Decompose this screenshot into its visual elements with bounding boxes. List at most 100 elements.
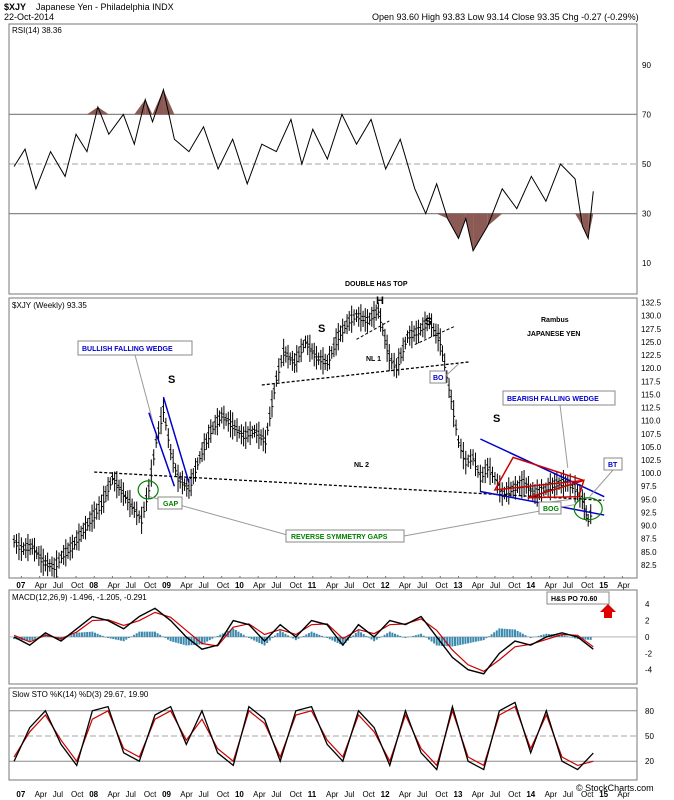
macd-histogram-bar	[260, 636, 263, 645]
macd-histogram-bar	[83, 632, 86, 637]
macd-histogram-bar	[232, 628, 235, 637]
macd-histogram-bar	[86, 631, 89, 637]
rsi-oversold-fill	[436, 213, 448, 219]
macd-histogram-bar	[130, 636, 133, 637]
macd-histogram-bar	[469, 636, 472, 643]
macd-histogram-bar	[508, 629, 511, 637]
macd-histogram-bar	[240, 633, 243, 637]
sto-x-tick-label: Jul	[199, 790, 209, 799]
macd-tick-label: 4	[645, 600, 650, 609]
sto-x-tick-label: Apr	[326, 790, 339, 799]
up-arrow-icon	[600, 604, 616, 618]
macd-histogram-bar	[127, 636, 130, 639]
macd-histogram-bar	[229, 629, 232, 637]
macd-histogram-bar	[174, 636, 177, 643]
nl1-label: NL 1	[366, 356, 381, 363]
sto-x-tick-label: Oct	[508, 790, 521, 799]
price-x-tick-label: Apr	[399, 581, 412, 590]
sto-tick-label: 80	[645, 707, 654, 716]
macd-histogram-bar	[159, 634, 162, 637]
bo-label: BO	[433, 375, 444, 382]
price-x-tick-label: Apr	[253, 581, 266, 590]
macd-histogram-bar	[193, 636, 196, 645]
macd-histogram-bar	[521, 633, 524, 637]
macd-histogram-bar	[495, 630, 498, 637]
macd-histogram-bar	[336, 636, 339, 643]
price-x-tick-label: Apr	[545, 581, 558, 590]
chart-marks: 10 30 50 70 90 82.5 85.0 87.5 90.0 92.5 95.0 97.5 10…	[9, 61, 662, 799]
price-x-tick-label: Jul	[417, 581, 427, 590]
sto-k-line	[13, 701, 594, 771]
macd-histogram-bar	[273, 635, 276, 637]
sto-x-tick-label: Apr	[35, 790, 48, 799]
macd-histogram-bar	[281, 632, 284, 637]
macd-histogram-bar	[167, 636, 170, 640]
macd-histogram-bar	[36, 636, 39, 638]
macd-histogram-bar	[420, 633, 423, 637]
bearish-wedge-upper	[480, 438, 605, 498]
macd-histogram-bar	[461, 636, 464, 645]
rsi-overbought-fill	[152, 89, 164, 115]
sto-x-tick-label: 12	[381, 790, 390, 799]
macd-histogram-bar	[349, 636, 352, 639]
macd-histogram-bar	[401, 636, 404, 638]
red-triangle-1	[493, 456, 585, 491]
macd-histogram-bar	[482, 636, 485, 641]
macd-histogram-bar	[477, 636, 480, 642]
macd-histogram-bar	[234, 630, 237, 637]
macd-histogram-bar	[294, 636, 297, 641]
price-tick-label: 130.0	[641, 312, 662, 321]
gap-label: GAP	[163, 501, 179, 508]
sto-x-tick-label: Oct	[217, 790, 230, 799]
macd-tick-label: -2	[645, 649, 653, 658]
price-x-tick-label: Apr	[326, 581, 339, 590]
price-x-tick-label: Apr	[472, 581, 485, 590]
sto-x-tick-label: Jul	[126, 790, 136, 799]
sto-x-tick-label: Jul	[417, 790, 427, 799]
sto-x-tick-label: 09	[162, 790, 171, 799]
macd-histogram-bar	[524, 635, 527, 637]
yen-label: JAPANESE YEN	[527, 331, 580, 338]
macd-histogram-bar	[305, 634, 308, 637]
macd-tick-label: 2	[645, 617, 650, 626]
price-tick-label: 117.5	[641, 377, 661, 386]
macd-histogram-bar	[446, 636, 449, 647]
head-neck-line	[356, 320, 390, 340]
macd-histogram-bar	[315, 633, 318, 637]
price-x-tick-label: Jul	[563, 581, 573, 590]
bt-box	[603, 457, 623, 471]
macd-histogram-bar	[203, 636, 206, 643]
sto-tick-label: 50	[645, 732, 654, 741]
price-tick-label: 92.5	[641, 508, 657, 517]
macd-histogram-bar	[164, 636, 167, 639]
macd-histogram-bar	[581, 636, 584, 640]
macd-histogram-bar	[323, 636, 326, 638]
macd-histogram-bar	[172, 636, 175, 642]
macd-histogram-bar	[135, 633, 138, 637]
rsi-overbought-fill	[145, 99, 153, 115]
macd-histogram-bar	[177, 636, 180, 644]
bullish-wedge-label: BULLISH FALLING WEDGE	[82, 346, 173, 353]
macd-histogram-bar	[467, 636, 470, 644]
red-triangle-2	[527, 479, 585, 499]
macd-histogram-bar	[216, 635, 219, 637]
macd-tick-label: -4	[645, 666, 653, 675]
macd-histogram-bar	[464, 636, 467, 644]
price-x-tick-label: Jul	[53, 581, 63, 590]
bo-box	[429, 370, 447, 384]
price-x-tick-label: Jul	[199, 581, 209, 590]
chart-date: 22-Oct-2014	[4, 12, 54, 22]
rsg-label: REVERSE SYMMETRY GAPS	[291, 534, 388, 541]
macd-histogram-bar	[433, 636, 436, 644]
macd-histogram-bar	[247, 636, 250, 639]
sto-x-tick-label: Apr	[545, 790, 558, 799]
macd-histogram-bar	[156, 633, 159, 637]
macd-histogram-bar	[545, 633, 548, 637]
bullish-wedge-upper	[148, 412, 176, 487]
macd-histogram-bar	[125, 636, 128, 640]
macd-histogram-bar	[334, 636, 337, 642]
nl2-label: NL 2	[354, 462, 369, 469]
macd-histogram-bar	[560, 634, 563, 637]
macd-histogram-bar	[13, 636, 16, 640]
macd-histogram-bar	[357, 630, 360, 637]
